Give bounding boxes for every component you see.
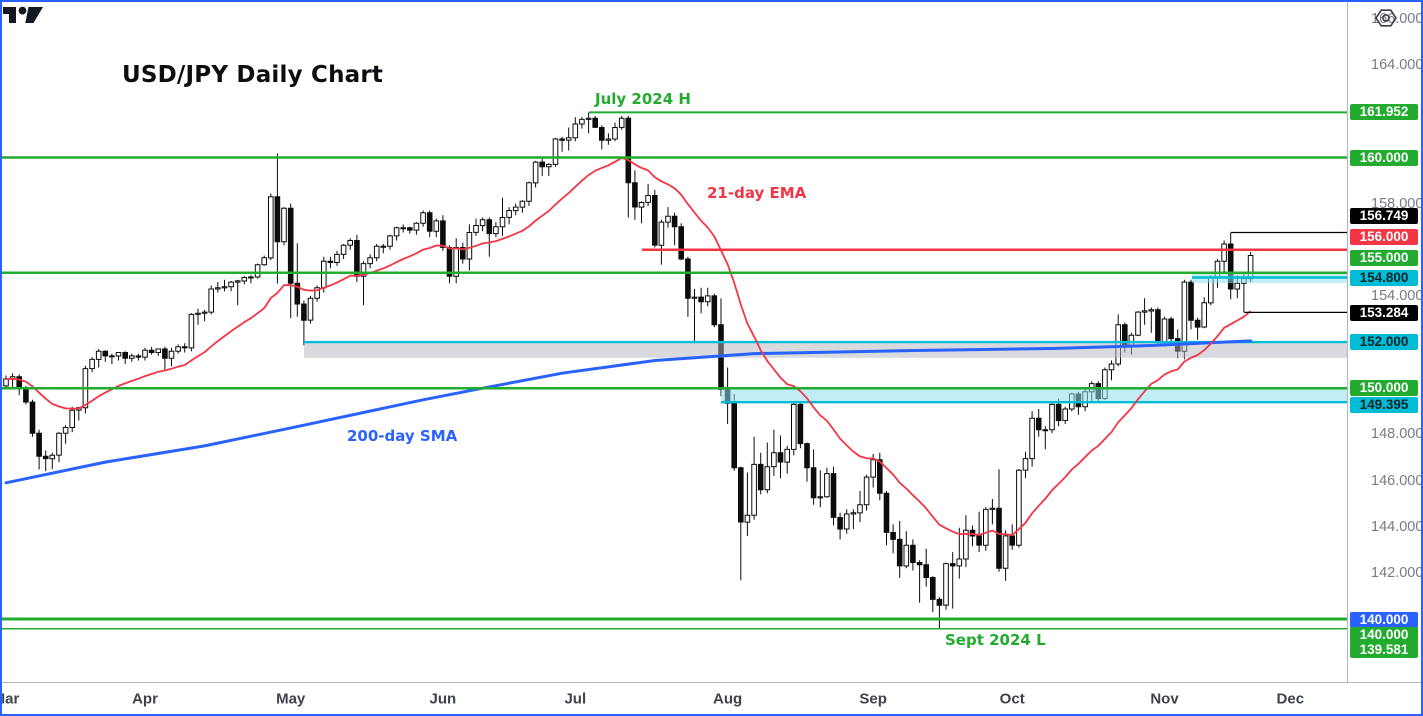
sma-200-line[interactable] [4,339,1253,485]
price-label-red: 156.000 [1350,229,1418,245]
price-label-cyan: 152.000 [1350,334,1418,351]
price-label-green: 160.000 [1350,149,1418,166]
time-axis-label: Jul [564,690,587,707]
horizontal-level-lines[interactable] [2,111,1347,630]
annotation-july-2024-h[interactable]: July 2024 H [595,90,691,108]
price-label-green: 140.000 [1350,627,1418,643]
time-axis-label: Apr [132,690,158,707]
price-label-black: 153.284 [1350,305,1418,321]
annotation-21-day-ema[interactable]: 21-day EMA [707,184,807,202]
price-label-green: 150.000 [1350,380,1418,397]
price-label-green: 161.952 [1350,104,1418,121]
price-scale-label: 142.000 [1371,564,1423,581]
price-rays[interactable] [1231,231,1347,313]
price-label-cyan: 149.395 [1350,397,1418,413]
time-axis-label: Oct [999,690,1025,707]
time-axis-label: May [276,690,306,707]
chart-canvas [2,111,1347,630]
price-scale-label: 144.000 [1371,518,1423,535]
price-label-green: 139.581 [1350,642,1418,658]
price-label-green: 155.000 [1350,250,1418,266]
price-label-cyan: 154.800 [1350,270,1418,286]
annotation-sept-2024-l[interactable]: Sept 2024 L [945,631,1046,649]
chart-title-text[interactable]: USD/JPY Daily Chart [122,62,384,88]
ema-21-line[interactable] [5,157,1252,536]
price-label-blue: 140.000 [1350,612,1418,628]
axis-corner [1347,2,1421,33]
time-axis-label: Mar [2,690,20,707]
price-label-black: 156.749 [1350,208,1418,224]
price-scale-label: 148.000 [1371,426,1423,443]
price-scale-label: 154.000 [1371,287,1423,304]
chart-pane[interactable]: USD/JPY Daily Chart July 2024 H 21-day EM… [2,2,1347,683]
time-scale[interactable]: Mar Apr May Jun Jul Aug Sep Oct Nov Dec [2,682,1421,714]
time-axis-label: Dec [1276,690,1305,707]
time-axis-label: Jun [429,690,457,707]
scale-settings-icon[interactable] [1373,5,1399,31]
price-scale-label: 146.000 [1371,472,1423,489]
price-scale-label: 164.000 [1371,57,1423,74]
candlestick-series [3,112,1254,629]
time-axis-label: Nov [1150,690,1179,707]
tradingview-logo[interactable] [2,2,46,26]
time-axis-label: Sep [859,690,887,707]
price-scale-label: 158.000 [1371,195,1423,212]
price-scale[interactable]: 166.000 164.000 158.000 154.000 148.000 146.0… [1347,2,1423,683]
time-axis-label: Aug [713,690,743,707]
annotation-200-day-sma[interactable]: 200-day SMA [347,427,458,445]
